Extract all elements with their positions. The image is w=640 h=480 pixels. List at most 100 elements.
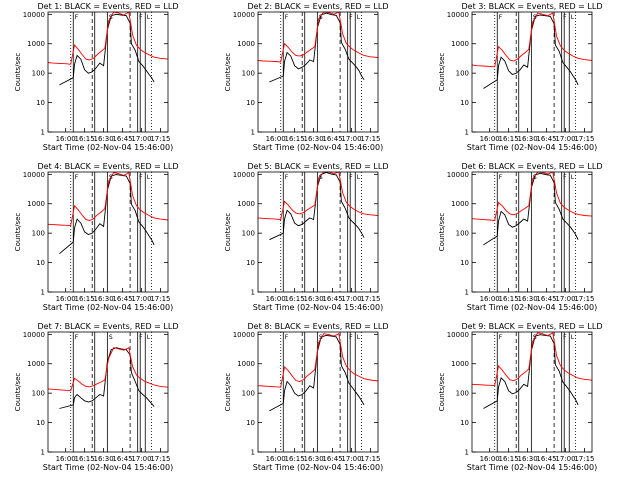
plot-frame: [471, 11, 593, 133]
event-marker: L: [147, 174, 151, 181]
x-tick-label: 16:45: [536, 135, 556, 143]
detector-panel-9: Det 9: BLACK = Events, RED = LLD 1 10 100 10…: [438, 322, 602, 472]
x-axis-label: Start Time (02-Nov-04 15:46:00): [253, 303, 383, 312]
x-tick-label: 17:15: [574, 135, 594, 143]
y-tick-label: 10000: [447, 11, 469, 19]
series-lld: [471, 12, 593, 68]
x-tick-label: 16:00: [266, 455, 286, 463]
plot-frame: [471, 331, 593, 453]
x-axis-label: Start Time (02-Nov-04 15:46:00): [43, 143, 173, 152]
plot-frame: [471, 171, 593, 293]
y-tick-label: 100: [32, 70, 45, 78]
y-axis-label: Counts/sec: [224, 53, 232, 92]
event-marker: F: [349, 174, 353, 181]
series-events: [269, 334, 365, 412]
x-tick-label: 17:15: [574, 295, 594, 303]
series-lld: [47, 11, 169, 65]
y-tick-label: 10000: [447, 171, 469, 179]
y-tick-label: 1: [465, 449, 469, 457]
x-tick-label: 16:45: [536, 455, 556, 463]
y-axis-label: Counts/sec: [438, 213, 446, 252]
panel-title: Det 5: BLACK = Events, RED = LLD: [248, 162, 389, 171]
y-tick-label: 1: [251, 289, 255, 297]
y-tick-label: 1: [251, 129, 255, 137]
y-tick-label: 10: [36, 259, 45, 267]
event-marker: F: [563, 334, 567, 341]
x-tick-label: 17:00: [341, 135, 361, 143]
x-tick-label: 17:00: [341, 455, 361, 463]
y-tick-label: 100: [456, 390, 469, 398]
y-tick-label: 100: [456, 230, 469, 238]
x-tick-label: 16:45: [322, 295, 342, 303]
x-tick-label: 17:15: [360, 135, 380, 143]
panel-title: Det 4: BLACK = Events, RED = LLD: [38, 162, 179, 171]
y-tick-label: 1: [41, 449, 45, 457]
x-tick-label: 16:30: [93, 455, 113, 463]
x-tick-label: 16:45: [112, 295, 132, 303]
event-marker: S: [109, 174, 113, 181]
y-tick-label: 1000: [451, 40, 469, 48]
x-tick-label: 17:15: [574, 455, 594, 463]
y-tick-label: 10000: [447, 331, 469, 339]
y-axis-label: Counts/sec: [14, 53, 22, 92]
event-marker: L: [147, 14, 151, 21]
x-tick-label: 16:00: [56, 135, 76, 143]
event-marker: L: [147, 334, 151, 341]
x-tick-label: 16:15: [75, 455, 95, 463]
y-tick-label: 1: [465, 289, 469, 297]
x-tick-label: 16:15: [285, 135, 305, 143]
y-tick-label: 1: [465, 129, 469, 137]
y-tick-label: 1000: [237, 40, 255, 48]
plot-frame: [257, 11, 379, 133]
event-marker: F: [499, 334, 503, 341]
x-tick-label: 17:15: [150, 455, 170, 463]
x-tick-label: 16:30: [93, 135, 113, 143]
event-marker: F: [499, 174, 503, 181]
x-tick-label: 16:15: [499, 135, 519, 143]
event-marker: L: [571, 334, 575, 341]
plot-frame: [47, 11, 169, 133]
series-lld: [257, 11, 379, 63]
event-marker: L: [571, 14, 575, 21]
x-tick-label: 17:00: [131, 295, 151, 303]
event-marker: S: [533, 174, 537, 181]
y-tick-label: 1000: [451, 200, 469, 208]
x-tick-label: 16:15: [75, 135, 95, 143]
y-tick-label: 10000: [23, 331, 45, 339]
y-axis-label: Counts/sec: [438, 373, 446, 412]
x-tick-label: 16:45: [536, 295, 556, 303]
x-tick-label: 16:45: [322, 135, 342, 143]
plot-frame: [257, 171, 379, 293]
x-tick-label: 16:45: [112, 455, 132, 463]
x-tick-label: 17:00: [555, 135, 575, 143]
y-tick-label: 10: [460, 259, 469, 267]
x-tick-label: 17:00: [555, 455, 575, 463]
series-lld: [471, 332, 593, 387]
x-tick-label: 16:00: [266, 135, 286, 143]
y-tick-label: 1000: [27, 200, 45, 208]
y-tick-label: 100: [242, 230, 255, 238]
x-tick-label: 17:15: [360, 295, 380, 303]
event-marker: F: [75, 14, 79, 21]
y-tick-label: 1: [251, 449, 255, 457]
x-tick-label: 16:00: [480, 135, 500, 143]
event-marker: S: [533, 14, 537, 21]
x-axis-label: Start Time (02-Nov-04 15:46:00): [253, 143, 383, 152]
plot-frame: [47, 171, 169, 293]
x-tick-label: 17:00: [341, 295, 361, 303]
series-lld: [47, 347, 169, 392]
event-marker: F: [139, 14, 143, 21]
series-lld: [257, 171, 379, 221]
y-tick-label: 1000: [27, 40, 45, 48]
x-tick-label: 16:30: [517, 295, 537, 303]
x-tick-label: 17:00: [555, 295, 575, 303]
y-tick-label: 1000: [237, 360, 255, 368]
y-tick-label: 10000: [233, 331, 255, 339]
series-events: [483, 14, 579, 89]
x-tick-label: 17:15: [150, 135, 170, 143]
y-tick-label: 10: [246, 259, 255, 267]
detector-panel-7: Det 7: BLACK = Events, RED = LLD 1 10 100 10…: [14, 322, 178, 472]
y-tick-label: 100: [32, 230, 45, 238]
event-marker: F: [563, 174, 567, 181]
